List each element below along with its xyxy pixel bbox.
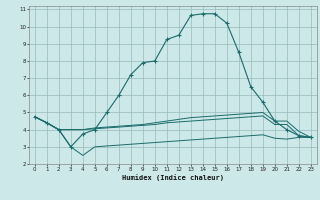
X-axis label: Humidex (Indice chaleur): Humidex (Indice chaleur) [122,174,224,181]
